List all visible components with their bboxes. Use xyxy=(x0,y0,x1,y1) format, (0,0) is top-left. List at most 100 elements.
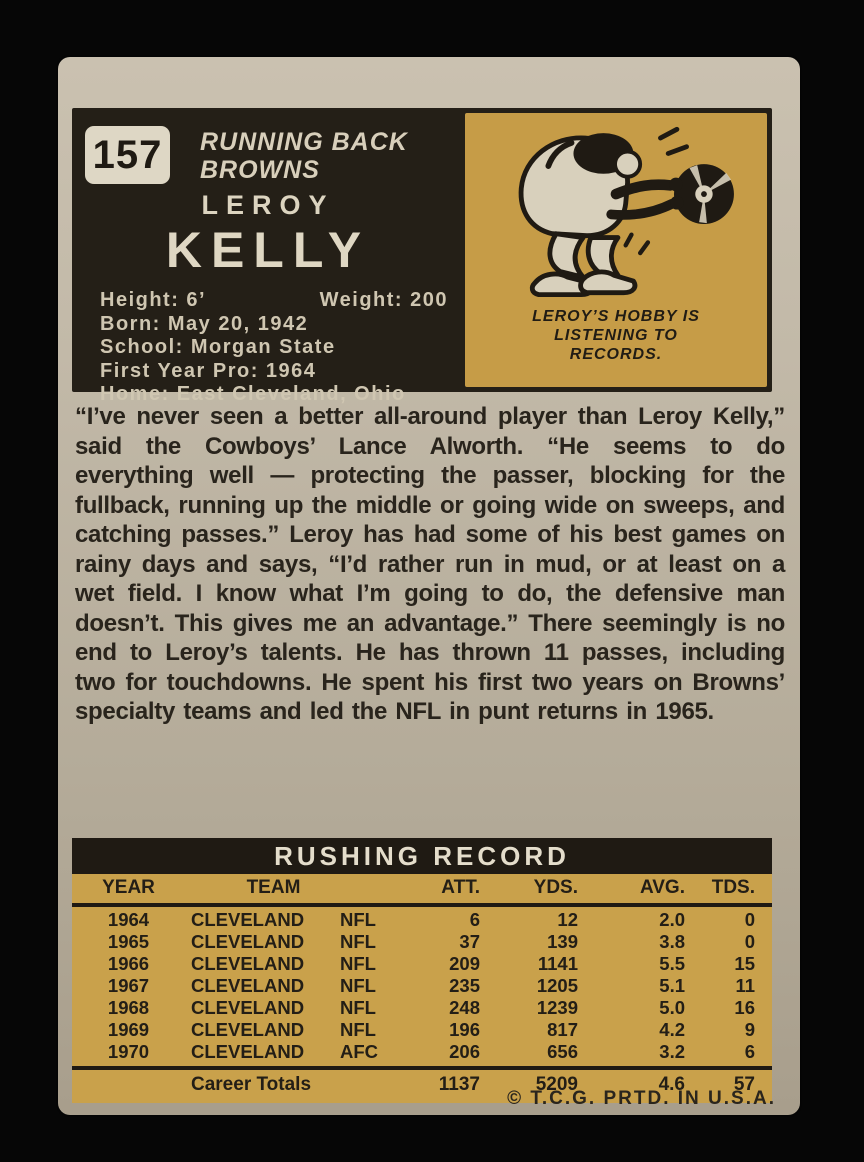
cell-year: 1969 xyxy=(107,1019,150,1040)
cell-team: CLEVELAND xyxy=(191,975,305,996)
cell-avg: 2.0 xyxy=(659,909,685,930)
table-row: 1967 CLEVELAND NFL 235 1205 5.1 11 xyxy=(72,975,772,997)
table-row: 1969 CLEVELAND NFL 196 817 4.2 9 xyxy=(72,1019,772,1041)
cell-league: NFL xyxy=(340,909,376,930)
cell-tds: 6 xyxy=(744,1041,755,1062)
table-title: RUSHING RECORD xyxy=(72,838,772,874)
position-team-block: RUNNING BACK BROWNS xyxy=(200,128,408,184)
cell-avg: 5.1 xyxy=(659,975,685,996)
cell-league: NFL xyxy=(340,997,376,1018)
table-row: 1970 CLEVELAND AFC 206 656 3.2 6 xyxy=(72,1041,772,1063)
cell-tds: 9 xyxy=(744,1019,755,1040)
bio-first-year-pro: First Year Pro: 1964 xyxy=(100,359,317,382)
bio-home: Home: East Cleveland, Ohio xyxy=(100,383,406,405)
caption-line-2: LISTENING TO xyxy=(554,327,678,344)
number-position-row: 157 RUNNING BACK BROWNS xyxy=(72,116,464,184)
header-year: YEAR xyxy=(102,877,155,898)
player-bio: Height: 6’ Weight: 200 Born: May 20, 194… xyxy=(100,289,448,407)
cell-avg: 3.8 xyxy=(659,931,685,952)
player-team: BROWNS xyxy=(200,156,320,184)
cell-league: AFC xyxy=(340,1041,379,1062)
header-avg: AVG. xyxy=(639,877,685,898)
caption-line-3: RECORDS. xyxy=(569,346,663,363)
cell-att: 235 xyxy=(449,975,480,996)
cell-team: CLEVELAND xyxy=(191,953,305,974)
player-last-name: KELLY xyxy=(165,222,371,278)
cell-team: CLEVELAND xyxy=(191,931,305,952)
cell-yds: 1239 xyxy=(536,997,578,1018)
cell-league: NFL xyxy=(340,1019,376,1040)
cell-year: 1970 xyxy=(107,1041,150,1062)
totals-avg: 4.6 xyxy=(658,1074,685,1095)
cell-team: CLEVELAND xyxy=(191,997,305,1018)
table-row: 1966 CLEVELAND NFL 209 1141 5.5 15 xyxy=(72,953,772,975)
card-number-box: 157 xyxy=(85,126,170,184)
bio-weight: Weight: 200 xyxy=(319,289,448,311)
cell-yds: 1205 xyxy=(536,975,578,996)
cell-avg: 5.5 xyxy=(659,953,685,974)
cell-avg: 3.2 xyxy=(659,1041,685,1062)
rushing-record-table: RUSHING RECORD YEAR TEAM ATT. YDS. AVG. … xyxy=(72,838,772,1103)
header-att: ATT. xyxy=(441,877,480,898)
bio-height-weight: Height: 6’ Weight: 200 xyxy=(100,289,448,313)
cell-year: 1966 xyxy=(107,953,150,974)
cell-league: NFL xyxy=(340,931,376,952)
cell-league: NFL xyxy=(340,953,376,974)
table-body: YEAR TEAM ATT. YDS. AVG. TDS. 1964 CLEVE… xyxy=(72,874,772,1103)
cell-tds: 16 xyxy=(734,997,755,1018)
cell-year: 1964 xyxy=(107,909,150,930)
copyright-line: © T.C.G. PRTD. IN U.S.A. xyxy=(507,1088,776,1109)
totals-rule xyxy=(72,1066,772,1070)
bio-school: School: Morgan State xyxy=(100,336,336,358)
cell-league: NFL xyxy=(340,975,376,996)
cell-team: CLEVELAND xyxy=(191,1041,305,1062)
header-yds: YDS. xyxy=(533,877,578,898)
totals-label: Career Totals xyxy=(191,1074,312,1095)
cell-att: 37 xyxy=(459,931,480,952)
table-row: 1968 CLEVELAND NFL 248 1239 5.0 16 xyxy=(72,997,772,1019)
cartoon-caption: LEROY’S HOBBY IS LISTENING TO RECORDS. xyxy=(465,307,767,364)
header-rule xyxy=(72,903,772,907)
hobby-cartoon-box: LEROY’S HOBBY IS LISTENING TO RECORDS. xyxy=(465,113,767,387)
cell-tds: 0 xyxy=(744,931,755,952)
header-team: TEAM xyxy=(246,877,301,898)
cell-yds: 656 xyxy=(547,1041,578,1062)
cell-att: 196 xyxy=(449,1019,480,1040)
cell-att: 209 xyxy=(449,953,480,974)
career-totals-row: Career Totals 1137 5209 4.6 57 xyxy=(72,1071,772,1098)
totals-yds: 5209 xyxy=(535,1074,578,1095)
cell-att: 206 xyxy=(449,1041,480,1062)
cell-avg: 5.0 xyxy=(659,997,685,1018)
player-first-name: LEROY xyxy=(201,190,335,220)
cell-year: 1968 xyxy=(107,997,150,1018)
bio-height: Height: 6’ xyxy=(100,289,207,311)
card-number: 157 xyxy=(92,132,163,177)
cell-year: 1965 xyxy=(107,931,150,952)
cell-year: 1967 xyxy=(107,975,150,996)
player-biography-text: “I’ve never seen a better all-around pla… xyxy=(75,403,785,725)
cell-yds: 139 xyxy=(547,931,578,952)
cell-tds: 0 xyxy=(744,909,755,930)
cell-yds: 12 xyxy=(557,909,578,930)
player-position: RUNNING BACK xyxy=(200,128,408,156)
header-tds: TDS. xyxy=(711,877,755,898)
totals-tds: 57 xyxy=(733,1074,755,1095)
cell-team: CLEVELAND xyxy=(191,909,305,930)
totals-att: 1137 xyxy=(438,1074,480,1095)
cell-att: 6 xyxy=(469,909,480,930)
caption-line-1: LEROY’S HOBBY IS xyxy=(532,308,700,325)
cell-yds: 817 xyxy=(547,1019,578,1040)
trading-card-back: 157 RUNNING BACK BROWNS LEROY KELLY Heig… xyxy=(58,57,800,1115)
cell-team: CLEVELAND xyxy=(191,1019,305,1040)
cell-tds: 11 xyxy=(735,975,755,996)
cell-avg: 4.2 xyxy=(659,1019,685,1040)
cell-att: 248 xyxy=(449,997,480,1018)
table-row: 1964 CLEVELAND NFL 6 12 2.0 0 xyxy=(72,909,772,931)
player-info-panel: 157 RUNNING BACK BROWNS LEROY KELLY Heig… xyxy=(72,108,464,405)
table-header-row: YEAR TEAM ATT. YDS. AVG. TDS. xyxy=(72,874,772,902)
cell-tds: 15 xyxy=(734,953,755,974)
table-row: 1965 CLEVELAND NFL 37 139 3.8 0 xyxy=(72,931,772,953)
bio-born: Born: May 20, 1942 xyxy=(100,312,309,335)
football-player-record-cartoon-icon xyxy=(518,126,734,298)
